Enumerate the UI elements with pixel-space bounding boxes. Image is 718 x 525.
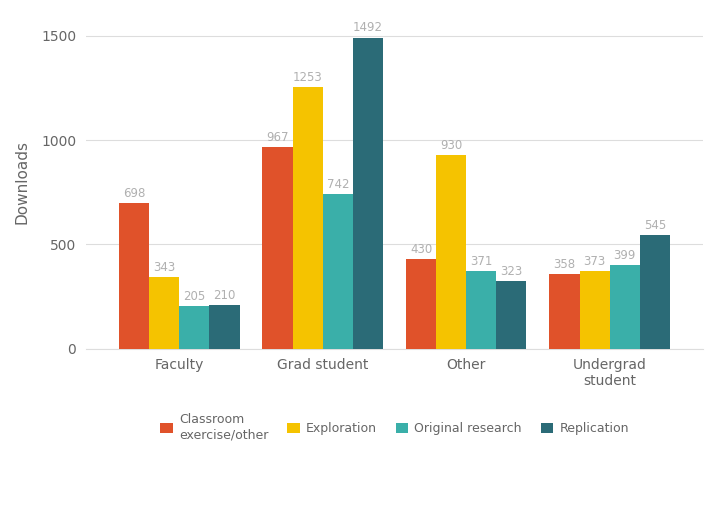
Text: 1492: 1492 [353,22,383,35]
Bar [496,281,526,349]
Bar [263,147,293,349]
Bar [180,306,210,349]
Bar [293,87,322,349]
Text: 1253: 1253 [293,71,322,84]
Bar [610,265,640,349]
Text: 373: 373 [584,255,606,268]
Bar [549,274,579,349]
Text: 205: 205 [183,290,205,303]
Text: 930: 930 [440,139,462,152]
Text: 371: 371 [470,255,493,268]
Bar [406,259,436,349]
Bar [149,277,180,349]
Text: 323: 323 [500,265,523,278]
Text: 210: 210 [213,289,236,302]
Text: 545: 545 [644,219,666,232]
Text: 742: 742 [327,178,349,191]
Text: 430: 430 [410,243,432,256]
Bar [466,271,496,349]
Legend: Classroom
exercise/other, Exploration, Original research, Replication: Classroom exercise/other, Exploration, O… [155,408,634,446]
Y-axis label: Downloads: Downloads [15,140,30,224]
Text: 343: 343 [153,261,175,274]
Bar [353,37,383,349]
Bar [579,271,610,349]
Bar [322,194,353,349]
Bar [119,203,149,349]
Text: 358: 358 [554,258,576,271]
Bar [210,305,240,349]
Text: 967: 967 [266,131,289,144]
Bar [436,155,466,349]
Bar [640,235,670,349]
Text: 698: 698 [123,187,145,200]
Text: 399: 399 [614,249,636,262]
